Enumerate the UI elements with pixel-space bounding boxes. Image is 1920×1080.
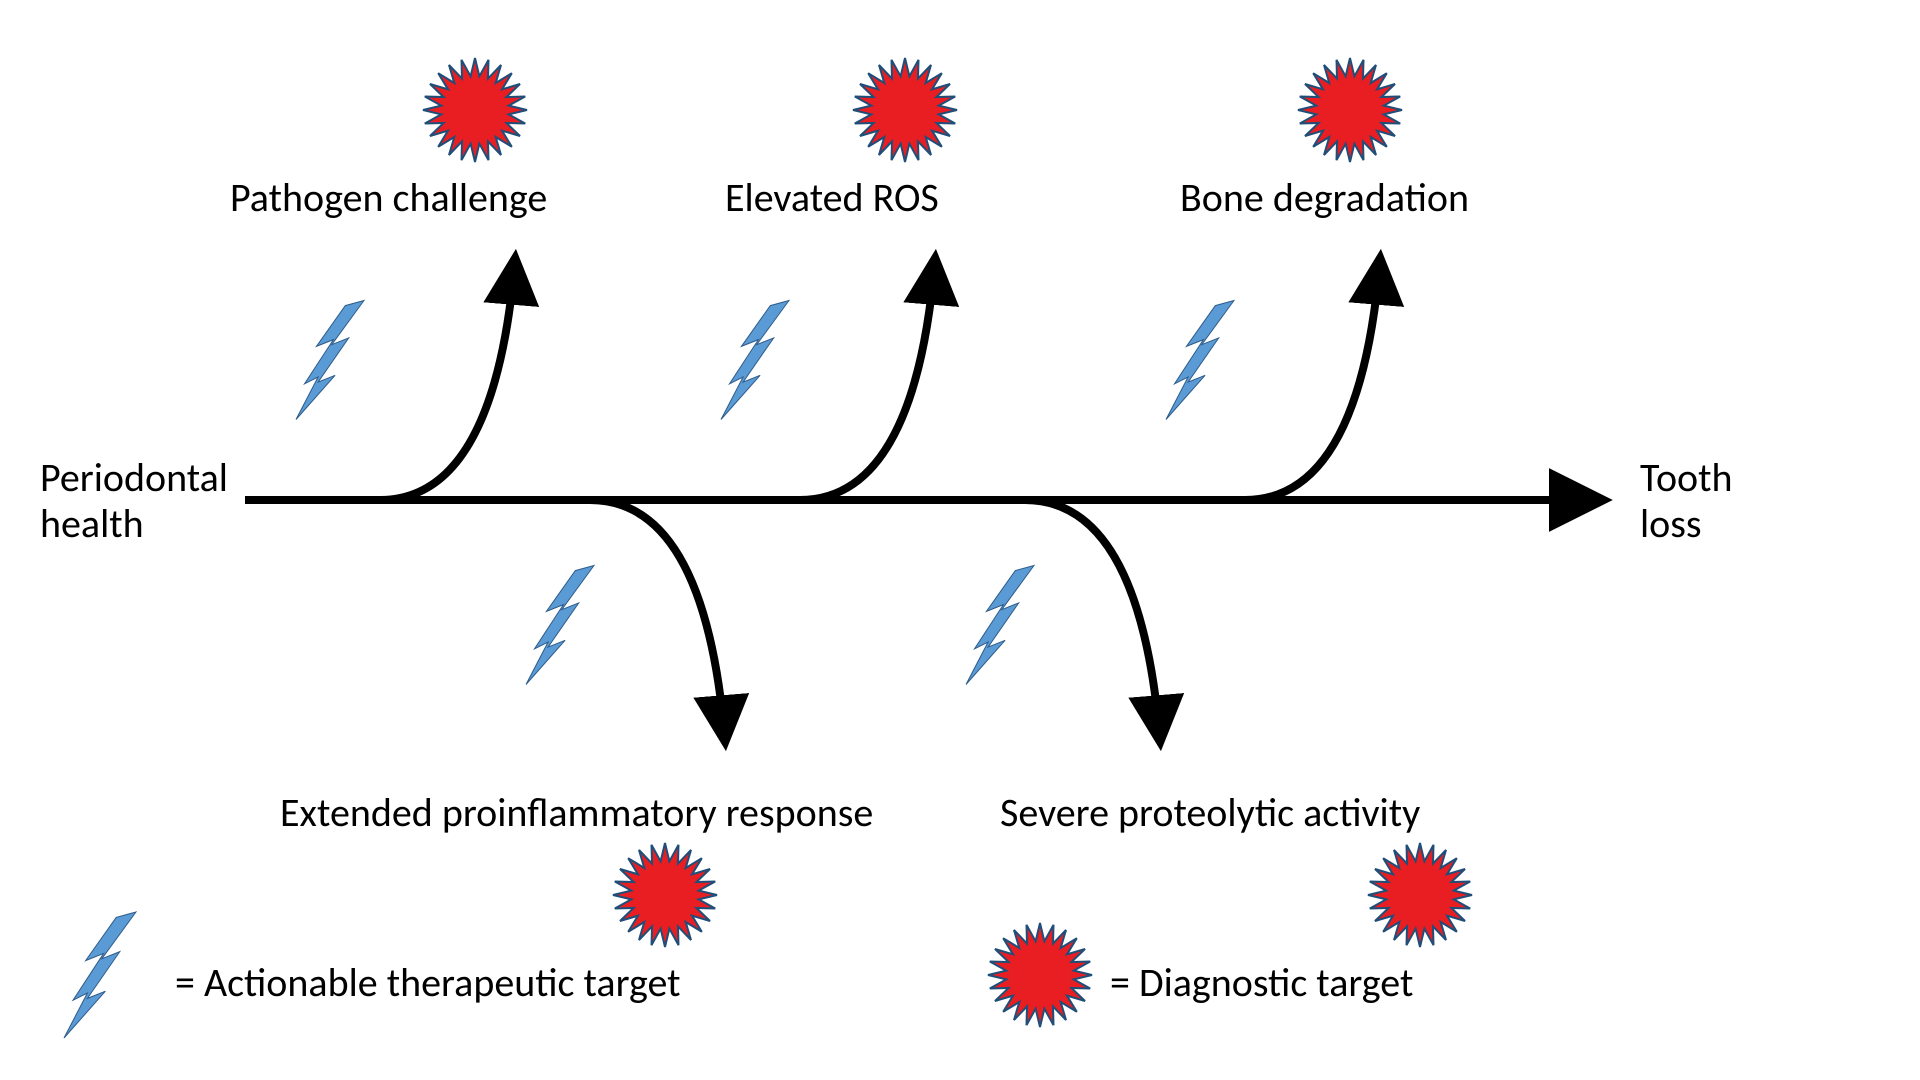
diagram-svg (0, 0, 1920, 1080)
starburst-icon (1298, 58, 1402, 162)
legend-bolt-label: = Actionable therapeutic target (175, 960, 681, 1006)
branch-top-3-label: Bone degradation (1180, 175, 1469, 221)
lightning-bolt-icon (721, 301, 789, 420)
branch-top-2-label: Elevated ROS (725, 175, 939, 221)
diagram-canvas: Periodontal health Tooth loss Pathogen c… (0, 0, 1920, 1080)
branch-top-1-label: Pathogen challenge (230, 175, 547, 221)
starburst-icon (853, 58, 957, 162)
lightning-bolt-icon (296, 301, 364, 420)
lightning-bolt-icon (64, 912, 136, 1038)
starburst-icon (988, 923, 1092, 1027)
starburst-icon (1368, 843, 1472, 947)
branch-down-arrow (1025, 500, 1160, 740)
branch-up-arrow (800, 260, 935, 500)
branch-down-arrow (590, 500, 725, 740)
starburst-icon (613, 843, 717, 947)
lightning-bolt-icon (1166, 301, 1234, 420)
branch-up-arrow (380, 260, 515, 500)
branch-up-arrow (1245, 260, 1380, 500)
branch-bot-1-label: Extended proinflammatory response (280, 790, 873, 836)
branch-bot-2-label: Severe proteolytic activity (1000, 790, 1420, 836)
legend-star-label: = Diagnostic target (1110, 960, 1413, 1006)
end-label: Tooth loss (1640, 455, 1733, 547)
start-label: Periodontal health (40, 455, 228, 547)
lightning-bolt-icon (526, 566, 594, 685)
lightning-bolt-icon (966, 566, 1034, 685)
starburst-icon (423, 58, 527, 162)
